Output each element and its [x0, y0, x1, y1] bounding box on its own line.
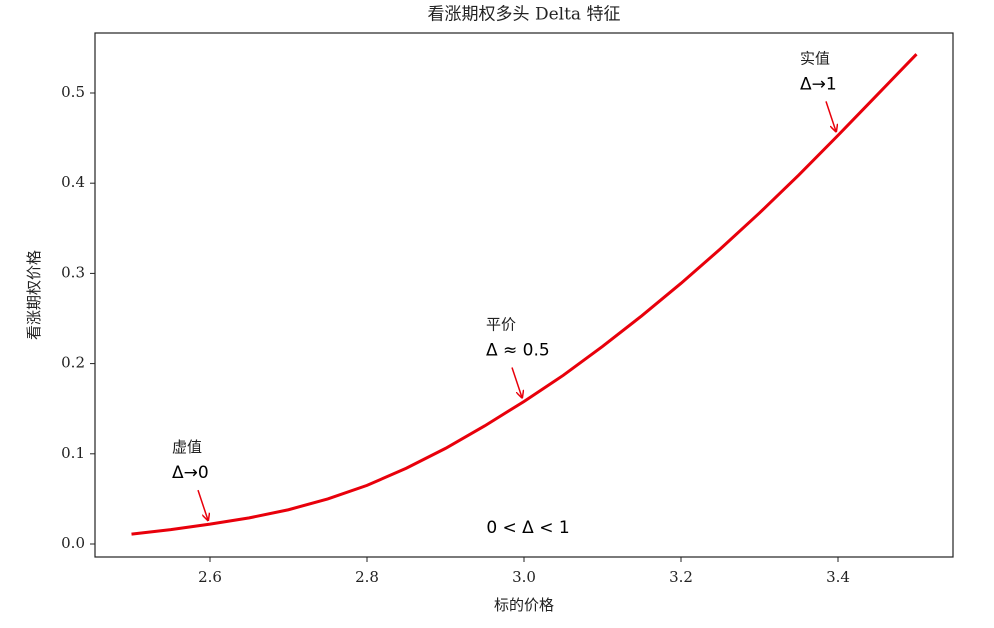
y-tick-label: 0.2	[61, 354, 85, 372]
annotation-label: 平价	[486, 315, 516, 333]
x-tick-label: 3.4	[826, 568, 850, 586]
annotation-label: 实值	[800, 49, 830, 67]
annotation-label: 虚值	[172, 438, 202, 456]
annotation-delta: Δ→1	[800, 74, 837, 94]
y-tick-label: 0.3	[61, 263, 85, 281]
annotation-note: 0 < Δ < 1	[486, 518, 569, 538]
y-tick-label: 0.0	[61, 534, 85, 552]
annotation-arrow	[825, 101, 836, 131]
chart-title: 看涨期权多头 Delta 特征	[428, 5, 621, 25]
annotation-arrow	[197, 489, 208, 520]
y-axis-label: 看涨期权价格	[25, 250, 43, 340]
x-tick-label: 2.8	[355, 568, 379, 586]
line-series	[131, 53, 918, 536]
annotation-delta: Δ→0	[172, 463, 209, 483]
x-axis-label: 标的价格	[494, 596, 554, 614]
annotation-delta: Δ ≈ 0.5	[486, 340, 550, 360]
plot-frame	[94, 32, 954, 558]
x-tick-label: 3.2	[669, 568, 693, 586]
y-tick-label: 0.4	[61, 173, 85, 191]
y-tick-label: 0.1	[61, 444, 85, 462]
x-tick-label: 2.6	[198, 568, 222, 586]
y-tick-label: 0.5	[61, 83, 85, 101]
x-tick-label: 3.0	[512, 568, 536, 586]
annotation-arrow	[511, 367, 522, 397]
